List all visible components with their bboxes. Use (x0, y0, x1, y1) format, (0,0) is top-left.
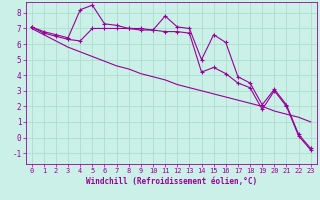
X-axis label: Windchill (Refroidissement éolien,°C): Windchill (Refroidissement éolien,°C) (86, 177, 257, 186)
